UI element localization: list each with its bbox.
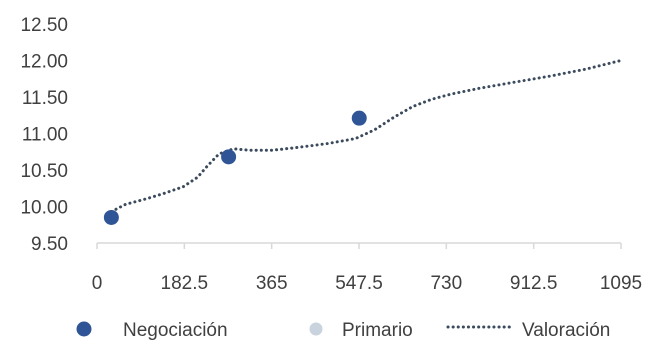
y-tick-label: 10.50 — [20, 161, 68, 182]
y-tick-label: 11.50 — [22, 88, 68, 109]
y-tick-label: 12.00 — [20, 52, 68, 73]
legend-label: Valoración — [522, 320, 610, 341]
x-tick-label: 1095 — [600, 273, 642, 294]
x-axis-labels: 0 182.5 365 547.5 730 912.5 1095 — [92, 273, 642, 294]
x-tick-label: 912.5 — [510, 273, 558, 294]
y-tick-label: 12.50 — [20, 15, 68, 36]
legend-label: Primario — [342, 320, 413, 341]
legend-label: Negociación — [123, 320, 228, 341]
negociacion-point — [103, 209, 119, 225]
y-tick-label: 9.50 — [31, 234, 68, 255]
series-layer — [103, 59, 623, 225]
y-axis-labels: 12.50 12.00 11.50 11.00 10.50 10.00 9.50 — [20, 15, 68, 255]
negociacion-point — [351, 110, 367, 126]
y-tick-label: 11.00 — [22, 125, 68, 146]
negociacion-point — [221, 149, 237, 165]
legend-marker-negociacion — [76, 321, 92, 337]
legend: Negociación Primario Valoración — [76, 320, 610, 341]
x-tick-label: 730 — [430, 273, 462, 294]
valoracion-line — [109, 59, 623, 214]
y-tick-label: 10.00 — [20, 198, 68, 219]
x-tick-label: 365 — [256, 273, 288, 294]
x-tick-label: 182.5 — [161, 273, 209, 294]
x-tick-label: 0 — [92, 273, 103, 294]
x-axis-ticks — [96, 243, 622, 249]
legend-marker-primario — [309, 322, 323, 336]
x-tick-label: 547.5 — [335, 273, 383, 294]
